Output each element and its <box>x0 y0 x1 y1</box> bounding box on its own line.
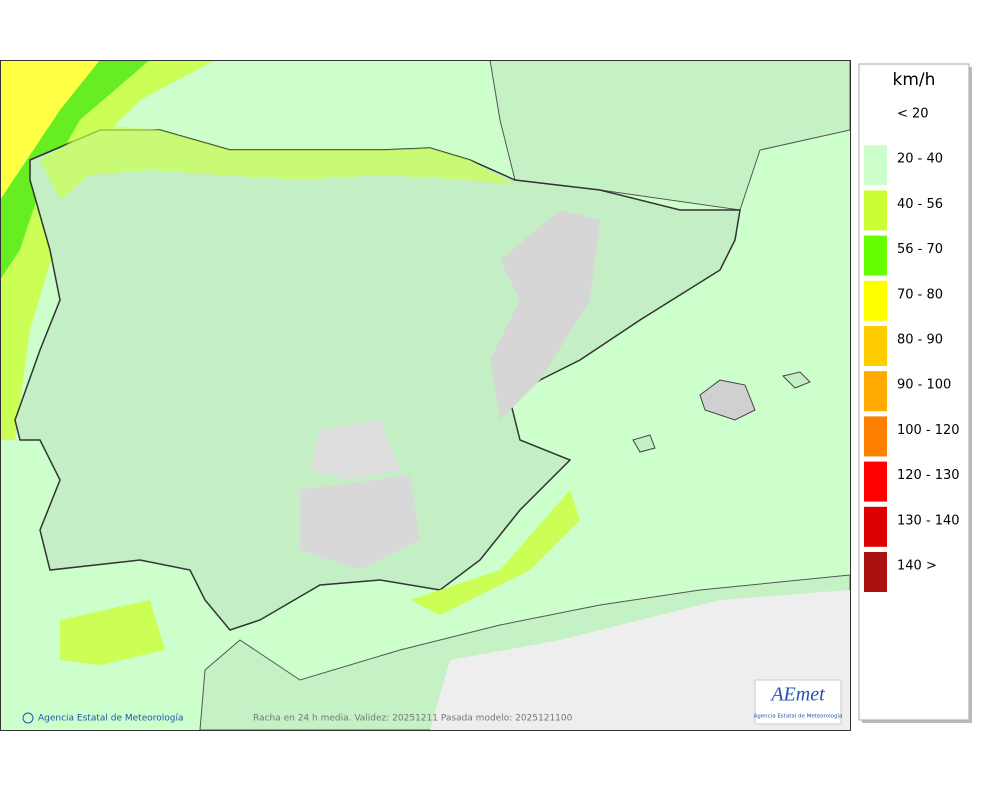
legend-label: 100 - 120 <box>897 423 960 438</box>
wind-zone <box>40 125 515 200</box>
legend-label: 90 - 100 <box>897 378 951 393</box>
legend-label: 140 > <box>897 559 937 574</box>
logo-box <box>754 679 842 725</box>
legend-swatch <box>864 416 887 457</box>
island <box>699 379 756 421</box>
legend-label: 120 - 130 <box>897 468 960 483</box>
legend-swatch <box>864 506 887 547</box>
logo: AEmet <box>769 684 825 706</box>
legend-swatch <box>864 145 887 186</box>
wind-zone <box>0 60 100 200</box>
relief <box>310 420 400 480</box>
logo-subtitle: Agencia Estatal de Meteorología <box>754 713 843 720</box>
island <box>632 434 656 453</box>
legend-label: 70 - 80 <box>897 287 943 302</box>
map <box>0 60 850 730</box>
island <box>782 371 811 389</box>
legend-title: km/h <box>893 70 936 90</box>
legend-swatch <box>864 235 887 276</box>
map-frame <box>0 60 851 731</box>
wind-zone <box>410 490 580 615</box>
legend-label: < 20 <box>897 107 929 122</box>
legend-label: 40 - 56 <box>897 197 943 212</box>
legend-label: 20 - 40 <box>897 152 943 167</box>
africa-dry <box>430 590 850 730</box>
legend-label: 56 - 70 <box>897 242 943 257</box>
credit: Agencia Estatal de Meteorología <box>38 714 184 724</box>
relief <box>300 475 420 570</box>
legend-swatch <box>864 461 887 502</box>
legend-swatch <box>864 280 887 321</box>
legend-swatch <box>864 371 887 412</box>
relief <box>490 210 600 420</box>
legend-swatch <box>864 552 887 592</box>
wind-zone <box>0 60 215 440</box>
legend-swatch <box>864 100 887 140</box>
wind-zone <box>60 600 165 665</box>
legend-label: 130 - 140 <box>897 513 960 528</box>
copyright-icon <box>22 712 34 724</box>
legend-swatch <box>864 326 887 366</box>
caption: Racha en 24 h media. Validez: 20251211 P… <box>253 714 573 724</box>
legend-swatch <box>864 190 887 231</box>
legend-label: 80 - 90 <box>897 333 943 348</box>
